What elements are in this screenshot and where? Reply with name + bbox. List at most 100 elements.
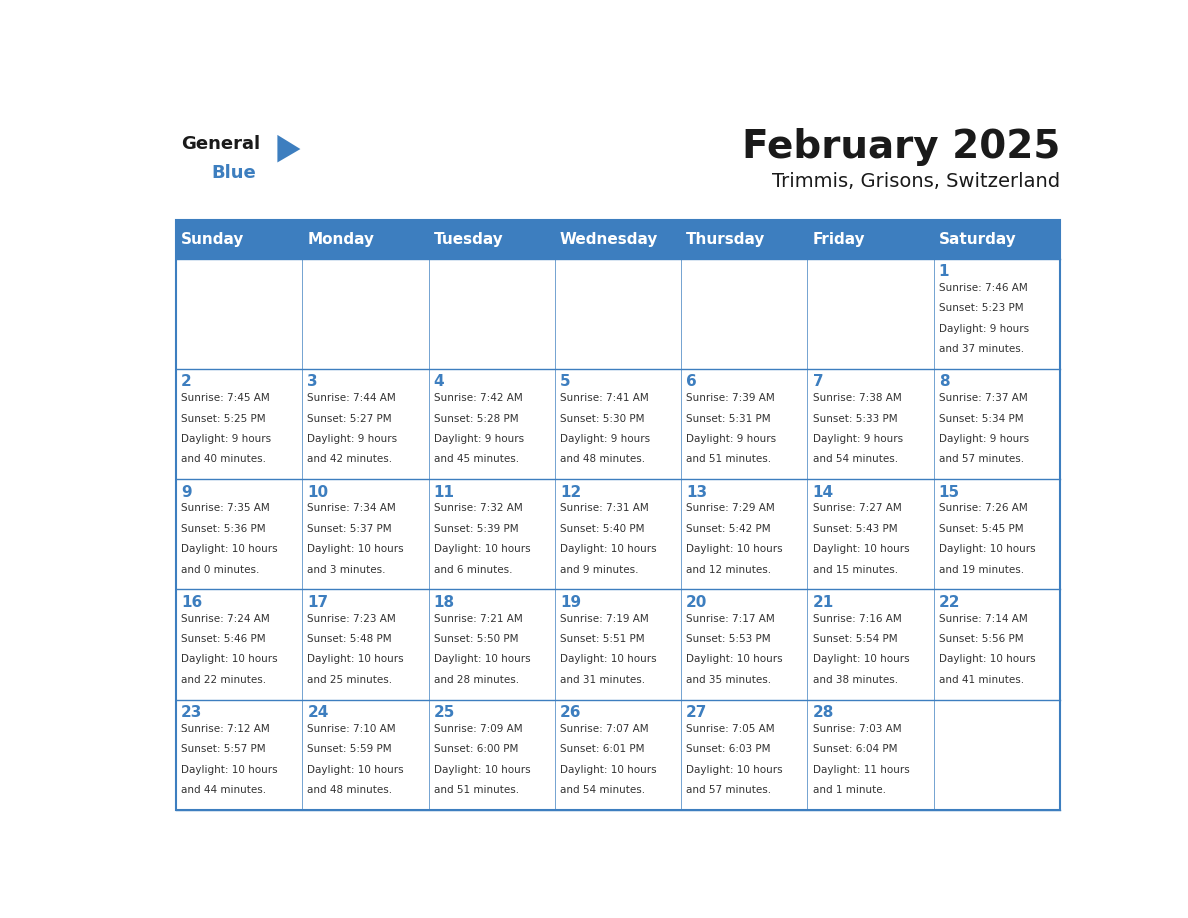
Text: 4: 4 xyxy=(434,375,444,389)
Bar xyxy=(808,479,934,589)
Text: Blue: Blue xyxy=(211,164,255,182)
Text: Sunset: 5:30 PM: Sunset: 5:30 PM xyxy=(560,413,644,423)
Text: 17: 17 xyxy=(308,595,329,610)
Text: Daylight: 9 hours: Daylight: 9 hours xyxy=(939,434,1029,444)
Text: Daylight: 10 hours: Daylight: 10 hours xyxy=(939,655,1036,665)
Text: 8: 8 xyxy=(939,375,949,389)
Text: 20: 20 xyxy=(687,595,708,610)
Text: and 54 minutes.: and 54 minutes. xyxy=(813,454,898,465)
Text: February 2025: February 2025 xyxy=(741,128,1060,166)
Text: Sunset: 5:54 PM: Sunset: 5:54 PM xyxy=(813,634,897,644)
Bar xyxy=(176,219,1060,810)
Bar xyxy=(934,479,1060,589)
Text: Daylight: 10 hours: Daylight: 10 hours xyxy=(560,655,657,665)
Text: Daylight: 10 hours: Daylight: 10 hours xyxy=(182,655,278,665)
Text: 6: 6 xyxy=(687,375,697,389)
Text: and 42 minutes.: and 42 minutes. xyxy=(308,454,392,465)
Bar xyxy=(303,700,429,810)
Text: and 9 minutes.: and 9 minutes. xyxy=(560,565,638,575)
Text: and 19 minutes.: and 19 minutes. xyxy=(939,565,1024,575)
Text: Daylight: 9 hours: Daylight: 9 hours xyxy=(939,324,1029,333)
Text: Sunrise: 7:17 AM: Sunrise: 7:17 AM xyxy=(687,613,775,623)
Text: Sunset: 5:25 PM: Sunset: 5:25 PM xyxy=(182,413,266,423)
Bar xyxy=(808,589,934,700)
Text: Daylight: 9 hours: Daylight: 9 hours xyxy=(813,434,903,444)
Text: Daylight: 10 hours: Daylight: 10 hours xyxy=(434,765,530,775)
Text: and 3 minutes.: and 3 minutes. xyxy=(308,565,386,575)
Text: Thursday: Thursday xyxy=(687,231,765,247)
Text: and 48 minutes.: and 48 minutes. xyxy=(308,785,392,795)
Bar xyxy=(555,479,681,589)
Text: and 45 minutes.: and 45 minutes. xyxy=(434,454,519,465)
Text: Daylight: 10 hours: Daylight: 10 hours xyxy=(939,544,1036,554)
Text: Sunset: 6:00 PM: Sunset: 6:00 PM xyxy=(434,744,518,755)
Text: 12: 12 xyxy=(560,485,581,499)
Text: Sunrise: 7:16 AM: Sunrise: 7:16 AM xyxy=(813,613,902,623)
Text: Tuesday: Tuesday xyxy=(434,231,504,247)
Text: Daylight: 9 hours: Daylight: 9 hours xyxy=(308,434,398,444)
Text: and 12 minutes.: and 12 minutes. xyxy=(687,565,771,575)
Text: Sunset: 6:03 PM: Sunset: 6:03 PM xyxy=(687,744,771,755)
Text: Sunrise: 7:39 AM: Sunrise: 7:39 AM xyxy=(687,393,775,403)
Text: Sunset: 5:39 PM: Sunset: 5:39 PM xyxy=(434,524,518,533)
Text: 27: 27 xyxy=(687,705,708,721)
Text: and 1 minute.: and 1 minute. xyxy=(813,785,885,795)
Text: Sunrise: 7:21 AM: Sunrise: 7:21 AM xyxy=(434,613,523,623)
Bar xyxy=(681,589,808,700)
Text: 13: 13 xyxy=(687,485,707,499)
Bar xyxy=(176,369,303,479)
Text: Sunset: 5:23 PM: Sunset: 5:23 PM xyxy=(939,303,1023,313)
Bar xyxy=(934,259,1060,369)
Bar xyxy=(176,479,303,589)
Text: Sunset: 5:50 PM: Sunset: 5:50 PM xyxy=(434,634,518,644)
Bar xyxy=(429,700,555,810)
Text: Sunrise: 7:03 AM: Sunrise: 7:03 AM xyxy=(813,724,902,733)
Text: Sunset: 5:46 PM: Sunset: 5:46 PM xyxy=(182,634,266,644)
Text: 14: 14 xyxy=(813,485,834,499)
Bar xyxy=(303,369,429,479)
Text: and 6 minutes.: and 6 minutes. xyxy=(434,565,512,575)
Text: Sunrise: 7:44 AM: Sunrise: 7:44 AM xyxy=(308,393,396,403)
Text: Daylight: 10 hours: Daylight: 10 hours xyxy=(687,544,783,554)
Text: Daylight: 10 hours: Daylight: 10 hours xyxy=(813,655,909,665)
Text: Sunset: 5:59 PM: Sunset: 5:59 PM xyxy=(308,744,392,755)
Text: Sunset: 5:42 PM: Sunset: 5:42 PM xyxy=(687,524,771,533)
Text: Daylight: 10 hours: Daylight: 10 hours xyxy=(560,544,657,554)
Text: Sunset: 5:45 PM: Sunset: 5:45 PM xyxy=(939,524,1023,533)
Text: Sunrise: 7:05 AM: Sunrise: 7:05 AM xyxy=(687,724,775,733)
Bar xyxy=(934,589,1060,700)
Text: Sunset: 5:33 PM: Sunset: 5:33 PM xyxy=(813,413,897,423)
Text: 26: 26 xyxy=(560,705,581,721)
Text: Sunrise: 7:23 AM: Sunrise: 7:23 AM xyxy=(308,613,396,623)
Text: Sunset: 5:48 PM: Sunset: 5:48 PM xyxy=(308,634,392,644)
Text: Sunrise: 7:19 AM: Sunrise: 7:19 AM xyxy=(560,613,649,623)
Bar xyxy=(808,259,934,369)
Text: Sunrise: 7:29 AM: Sunrise: 7:29 AM xyxy=(687,503,775,513)
Text: 18: 18 xyxy=(434,595,455,610)
Text: 23: 23 xyxy=(182,705,202,721)
Bar xyxy=(808,700,934,810)
Text: Daylight: 10 hours: Daylight: 10 hours xyxy=(434,544,530,554)
Text: Sunset: 5:31 PM: Sunset: 5:31 PM xyxy=(687,413,771,423)
Text: 22: 22 xyxy=(939,595,960,610)
Bar xyxy=(303,259,429,369)
Text: Sunrise: 7:45 AM: Sunrise: 7:45 AM xyxy=(182,393,270,403)
Polygon shape xyxy=(278,135,301,162)
Text: 19: 19 xyxy=(560,595,581,610)
Text: 24: 24 xyxy=(308,705,329,721)
Text: and 41 minutes.: and 41 minutes. xyxy=(939,675,1024,685)
Text: and 31 minutes.: and 31 minutes. xyxy=(560,675,645,685)
Text: Sunset: 5:37 PM: Sunset: 5:37 PM xyxy=(308,524,392,533)
Text: Sunset: 5:27 PM: Sunset: 5:27 PM xyxy=(308,413,392,423)
Bar xyxy=(176,700,303,810)
Text: Sunset: 5:56 PM: Sunset: 5:56 PM xyxy=(939,634,1023,644)
Text: 21: 21 xyxy=(813,595,834,610)
Text: Sunrise: 7:26 AM: Sunrise: 7:26 AM xyxy=(939,503,1028,513)
Text: Daylight: 10 hours: Daylight: 10 hours xyxy=(560,765,657,775)
Text: and 37 minutes.: and 37 minutes. xyxy=(939,344,1024,354)
Bar xyxy=(555,700,681,810)
Text: Sunset: 6:04 PM: Sunset: 6:04 PM xyxy=(813,744,897,755)
Text: Sunrise: 7:27 AM: Sunrise: 7:27 AM xyxy=(813,503,902,513)
Text: Daylight: 10 hours: Daylight: 10 hours xyxy=(182,544,278,554)
Text: Sunset: 5:57 PM: Sunset: 5:57 PM xyxy=(182,744,266,755)
